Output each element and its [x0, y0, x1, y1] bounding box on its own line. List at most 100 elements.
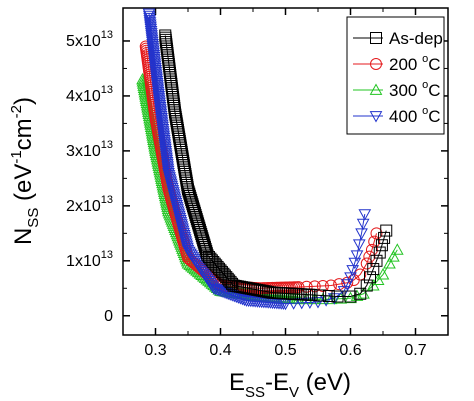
data-point: [199, 242, 212, 255]
data-point: [167, 187, 180, 199]
data-point: [180, 238, 193, 250]
data-point: [156, 126, 170, 138]
y-tick-label: 4x1013: [66, 84, 113, 105]
data-point: [145, 30, 158, 42]
data-point: [180, 240, 194, 253]
data-point: [352, 239, 366, 251]
legend-marker: [370, 58, 382, 70]
data-point: [156, 119, 169, 132]
data-point: [175, 221, 189, 233]
data-point: [147, 45, 160, 57]
data-point: [390, 243, 404, 255]
data-point: [337, 286, 351, 298]
data-point: [346, 265, 360, 277]
data-point: [144, 21, 157, 34]
data-point: [387, 250, 400, 262]
data-point: [217, 287, 231, 299]
data-point: [165, 180, 179, 193]
data-point: [152, 88, 165, 101]
data-point: [358, 209, 372, 221]
legend-marker: [369, 83, 383, 95]
data-point: [305, 288, 318, 301]
data-point: [354, 287, 367, 300]
data-point: [366, 279, 380, 291]
data-point: [166, 185, 180, 197]
data-point: [303, 297, 317, 309]
data-point: [292, 281, 305, 294]
data-point: [145, 32, 159, 44]
data-point: [145, 36, 159, 49]
data-point: [143, 15, 157, 27]
data-point: [174, 217, 188, 229]
x-tick-label: 0.3: [144, 342, 166, 359]
y-axis-title: NSS (eV-1cm-2): [8, 97, 42, 245]
data-point: [355, 228, 368, 240]
y-tick-label: 0: [104, 308, 113, 325]
data-point: [148, 56, 161, 68]
data-point: [147, 51, 161, 64]
data-point: [144, 28, 158, 40]
data-point: [143, 17, 157, 29]
data-point: [171, 206, 185, 218]
data-point: [177, 227, 191, 240]
data-point: [322, 289, 335, 302]
data-point: [147, 47, 160, 60]
data-point: [383, 257, 396, 269]
data-point: [164, 176, 178, 188]
data-point: [373, 246, 386, 259]
data-point: [325, 279, 337, 292]
data-point: [311, 297, 325, 309]
legend-item: 300 oC: [353, 79, 441, 100]
data-point: [150, 75, 164, 88]
data-point: [142, 10, 156, 23]
data-point: [160, 152, 173, 165]
data-point: [156, 121, 169, 134]
data-point: [154, 106, 168, 118]
data-point: [159, 143, 172, 156]
data-point: [152, 95, 166, 107]
data-point: [211, 284, 225, 297]
data-point: [169, 195, 182, 208]
data-point: [143, 19, 157, 31]
data-point: [367, 263, 380, 276]
data-point: [144, 23, 158, 36]
data-point: [158, 137, 171, 149]
y-tick-label: 3x1013: [66, 139, 113, 160]
data-point: [360, 279, 373, 292]
data-point: [198, 240, 211, 253]
data-point: [149, 62, 162, 75]
data-point: [149, 67, 163, 79]
data-point: [176, 225, 190, 238]
legend-item: 200 oC: [353, 53, 441, 74]
y-tick-label: 1x1013: [66, 249, 113, 270]
legend-label: As-dep: [389, 29, 443, 48]
legend-marker: [369, 111, 383, 123]
data-point: [160, 156, 174, 169]
data-point: [178, 234, 192, 246]
x-tick-label: 0.7: [404, 342, 426, 359]
data-point: [149, 69, 163, 81]
data-point: [153, 97, 166, 110]
data-point: [154, 104, 167, 116]
data-point: [331, 290, 344, 303]
series-layer: [136, 8, 404, 311]
data-point: [344, 272, 357, 284]
data-point: [151, 84, 165, 96]
data-point: [148, 54, 161, 66]
data-point: [143, 12, 156, 25]
x-tick-label: 0.4: [209, 342, 231, 359]
data-point: [152, 93, 166, 105]
data-point: [163, 172, 176, 184]
y-axis: 0 1x1013 2x1013 3x1013 4x1013 5x1013: [66, 29, 448, 325]
data-point: [157, 128, 170, 140]
data-point: [170, 202, 184, 214]
series-0: [159, 29, 393, 303]
data-point: [142, 8, 156, 21]
data-point: [157, 130, 171, 143]
data-point: [146, 43, 160, 55]
data-point: [154, 108, 168, 121]
data-point: [157, 132, 171, 145]
data-point: [356, 218, 370, 231]
data-point: [155, 117, 169, 129]
